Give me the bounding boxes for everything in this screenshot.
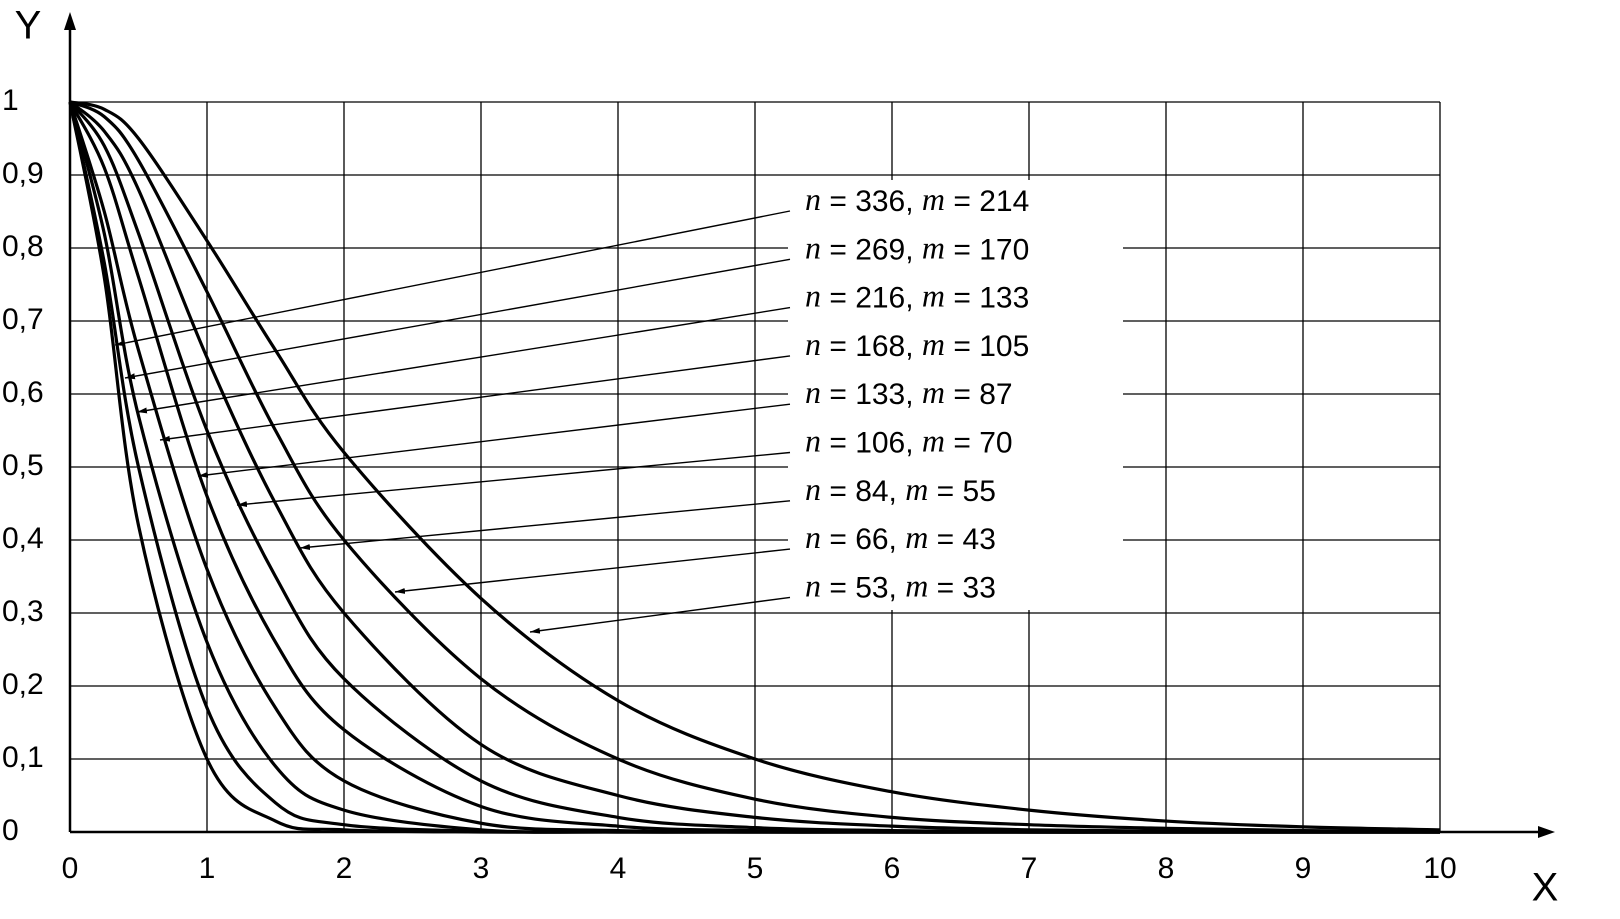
y-tick-label: 0,6 <box>2 376 44 409</box>
x-tick-label: 1 <box>199 852 216 885</box>
annotation-arrow <box>197 403 791 478</box>
legend-label: n = 133, m = 87 <box>805 375 1013 412</box>
legend-label: n = 269, m = 170 <box>805 230 1029 267</box>
x-tick-label: 2 <box>336 852 353 885</box>
x-tick-label: 3 <box>473 852 490 885</box>
legend-label: n = 53, m = 33 <box>805 568 996 605</box>
annotation-arrow <box>136 306 791 414</box>
x-tick-label: 9 <box>1295 852 1312 885</box>
x-tick-label: 4 <box>610 852 627 885</box>
legend-label: n = 336, m = 214 <box>805 181 1029 218</box>
legend-label: n = 106, m = 70 <box>805 423 1013 460</box>
legend-label: n = 66, m = 43 <box>805 519 996 556</box>
legend-label: n = 168, m = 105 <box>805 326 1029 363</box>
y-arrow <box>64 12 76 30</box>
x-tick-label: 8 <box>1158 852 1175 885</box>
legend-label: n = 84, m = 55 <box>805 471 996 508</box>
y-tick-label: 0,8 <box>2 230 44 263</box>
y-tick-label: 0,5 <box>2 449 44 482</box>
x-tick-label: 10 <box>1423 852 1456 885</box>
annotations: n = 336, m = 214 n = 269, m = 170 n = 216,… <box>114 181 1029 634</box>
x-tick-label: 6 <box>884 852 901 885</box>
annotation-arrow <box>124 258 791 380</box>
x-tick-label: 5 <box>747 852 764 885</box>
y-tick-label: 1 <box>2 84 19 117</box>
x-tick-label: 7 <box>1021 852 1038 885</box>
curve <box>69 100 1441 832</box>
annotation-arrow <box>529 596 791 634</box>
annotation-arrow <box>114 210 791 346</box>
curve <box>69 100 1441 833</box>
y-tick-label: 0,3 <box>2 595 44 628</box>
x-tick-label: 0 <box>62 852 79 885</box>
annotation-arrow <box>159 355 791 442</box>
y-tick-label: 0,7 <box>2 303 44 336</box>
legend-label: n = 216, m = 133 <box>805 278 1029 315</box>
y-tick-label: 0 <box>2 814 19 847</box>
y-tick-label: 0,4 <box>2 522 44 555</box>
y-tick-label: 0,1 <box>2 741 44 774</box>
x-arrow <box>1538 826 1555 838</box>
y-tick-label: 0,2 <box>2 668 44 701</box>
x-axis-label: X <box>1532 866 1559 910</box>
label-backdrop <box>788 180 1123 610</box>
annotation-arrow <box>299 500 791 551</box>
y-tick-label: 0,9 <box>2 157 44 190</box>
annotation-arrow <box>394 548 791 594</box>
annotation-arrow <box>236 451 791 508</box>
y-axis-label: Y <box>15 4 42 48</box>
